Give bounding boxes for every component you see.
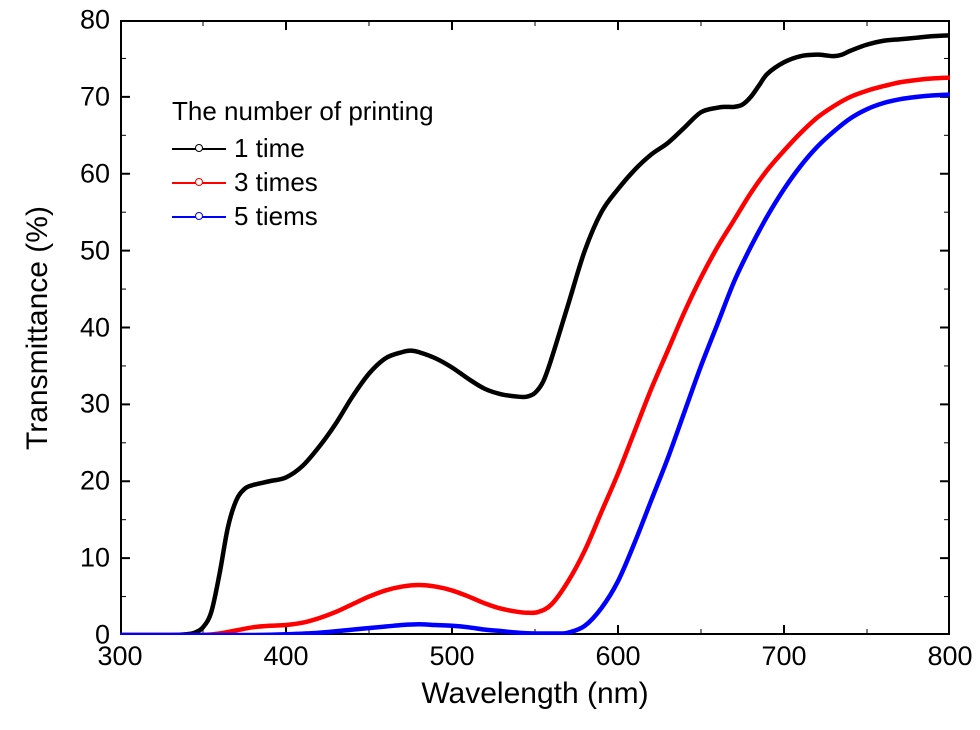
- x-tick-label: 800: [927, 641, 972, 672]
- y-tick-label: 40: [80, 312, 110, 343]
- y-tick-label: 80: [80, 5, 110, 36]
- y-tick-label: 60: [80, 158, 110, 189]
- legend-marker: [172, 131, 234, 165]
- x-tick-label: 400: [263, 641, 308, 672]
- x-tick-label: 600: [595, 641, 640, 672]
- y-tick-label: 20: [80, 466, 110, 497]
- legend-entry: 3 times: [172, 165, 434, 199]
- legend-entry: 5 tiems: [172, 199, 434, 233]
- legend-marker: [172, 165, 234, 199]
- legend-marker: [172, 199, 234, 233]
- x-tick-label: 500: [429, 641, 474, 672]
- y-tick-label: 10: [80, 543, 110, 574]
- y-tick-label: 50: [80, 235, 110, 266]
- legend-title: The number of printing: [172, 96, 434, 127]
- legend-label: 5 tiems: [234, 201, 318, 232]
- legend-label: 3 times: [234, 167, 318, 198]
- x-tick-label: 700: [761, 641, 806, 672]
- y-tick-label: 30: [80, 389, 110, 420]
- y-tick-label: 0: [95, 620, 110, 651]
- legend-entry: 1 time: [172, 131, 434, 165]
- y-tick-label: 70: [80, 81, 110, 112]
- transmittance-chart: 30040050060070080001020304050607080Wavel…: [0, 0, 980, 730]
- legend-label: 1 time: [234, 133, 305, 164]
- legend: The number of printing 1 time3 times5 tie…: [172, 96, 434, 233]
- y-axis-label: Transmittance (%): [21, 206, 55, 450]
- x-axis-label: Wavelength (nm): [421, 677, 648, 711]
